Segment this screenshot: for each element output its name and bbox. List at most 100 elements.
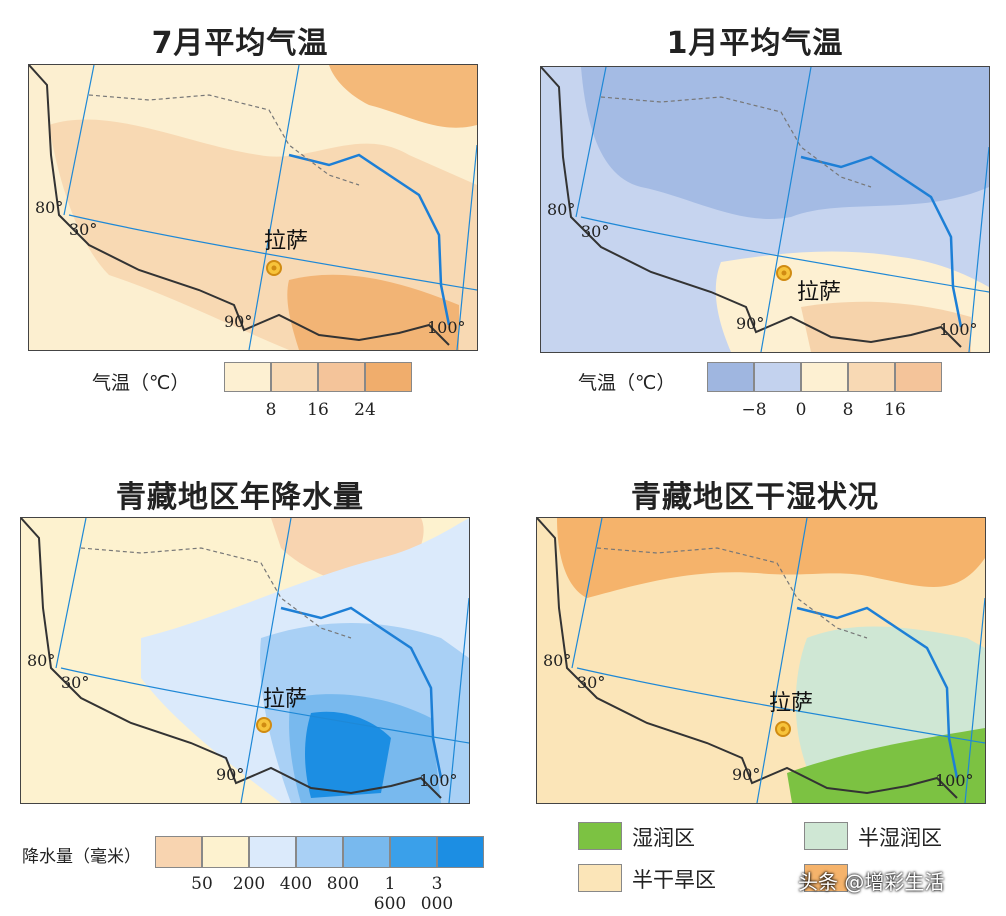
- meridian-90: [760, 67, 812, 352]
- meridian-80: [575, 67, 607, 218]
- lhasa-label: 拉萨: [769, 691, 813, 716]
- parallel-30: [580, 216, 989, 293]
- province-border: [596, 547, 868, 639]
- meridian-100: [448, 597, 469, 803]
- label-80: 80°: [27, 651, 55, 670]
- meridian-90: [240, 518, 292, 803]
- hot-zone-north: [329, 65, 477, 128]
- border-line: [537, 518, 958, 799]
- legend-swatch-2: [801, 362, 848, 392]
- map-dry-wet-status: 拉萨 80° 30° 90° 100°: [536, 517, 986, 804]
- legend-tick-0: 50: [191, 874, 213, 894]
- precip-3000-zone: [305, 711, 391, 798]
- meridian-80: [55, 518, 87, 669]
- map-july-temperature: 拉萨 80° 30° 90° 100°: [28, 64, 478, 351]
- province-border: [80, 547, 352, 639]
- legend-tick-3: 16: [884, 400, 906, 420]
- legend-swatch-1: [202, 836, 249, 868]
- semi-humid-zone: [795, 626, 985, 768]
- label-90: 90°: [736, 314, 764, 333]
- legend-label-humid: 湿润区: [632, 826, 695, 850]
- hot-zone-south: [287, 274, 459, 350]
- humid-zone: [787, 728, 985, 803]
- legend-precipitation-label: 降水量（毫米）: [22, 847, 141, 867]
- legend-swatch-1: [754, 362, 801, 392]
- meridian-80: [63, 65, 95, 216]
- parallel-30: [576, 667, 985, 744]
- river-line: [288, 153, 451, 326]
- legend-tick-4: 1 600: [373, 874, 407, 914]
- label-90: 90°: [732, 765, 760, 784]
- cold-zone: [581, 67, 989, 220]
- meridian-90: [248, 65, 300, 350]
- legend-tick-1: 16: [307, 400, 329, 420]
- legend-swatch-5: [390, 836, 437, 868]
- meridian-100: [964, 597, 985, 803]
- legend-swatch-3: [296, 836, 343, 868]
- label-80: 80°: [35, 198, 63, 217]
- label-80: 80°: [547, 200, 575, 219]
- legend-tick-2: 400: [279, 874, 313, 894]
- parallel-30: [60, 667, 469, 744]
- label-90: 90°: [224, 312, 252, 331]
- legend-tick-3: 800: [326, 874, 360, 894]
- label-100: 100°: [935, 771, 974, 790]
- legend-tick-5: 3 000: [420, 874, 454, 914]
- legend-swatch-4: [343, 836, 390, 868]
- lhasa-label: 拉萨: [263, 687, 307, 712]
- label-100: 100°: [419, 771, 458, 790]
- parallel-30: [68, 214, 477, 291]
- river-line: [800, 155, 963, 328]
- legend-swatch-3: [848, 362, 895, 392]
- watermark: 头条 @增彩生活: [798, 870, 945, 894]
- legend-tick-2: 8: [842, 400, 854, 420]
- map-annual-precipitation: 拉萨 80° 30° 90° 100°: [20, 517, 470, 804]
- legend-swatch-semi-arid: [578, 864, 622, 892]
- province-border: [600, 96, 872, 188]
- legend-swatch-2: [249, 836, 296, 868]
- title-july-temperature: 7月平均气温: [151, 26, 329, 61]
- map-january-temperature: 拉萨 80° 30° 90° 100°: [540, 66, 990, 353]
- meridian-100: [456, 144, 477, 350]
- label-90: 90°: [216, 765, 244, 784]
- river-line: [796, 606, 959, 779]
- legend-swatch-0: [224, 362, 271, 392]
- province-border: [88, 94, 360, 186]
- legend-label-semi-arid: 半干旱区: [632, 868, 716, 892]
- label-100: 100°: [427, 318, 466, 337]
- legend-swatch-6: [437, 836, 484, 868]
- meridian-80: [571, 518, 603, 669]
- legend-january-label: 气温（℃）: [578, 372, 676, 394]
- legend-swatch-0: [707, 362, 754, 392]
- lhasa-label: 拉萨: [797, 280, 841, 305]
- legend-tick-0: 8: [265, 400, 277, 420]
- legend-swatch-humid: [578, 822, 622, 850]
- border-line: [541, 67, 962, 348]
- meridian-100: [968, 146, 989, 352]
- title-dry-wet-status: 青藏地区干湿状况: [631, 480, 879, 515]
- legend-swatch-semi-humid: [804, 822, 848, 850]
- legend-july-label: 气温（℃）: [92, 372, 190, 394]
- legend-tick-2: 24: [354, 400, 376, 420]
- label-100: 100°: [939, 320, 978, 339]
- label-30: 30°: [577, 673, 605, 692]
- legend-tick-0: −8: [741, 400, 767, 420]
- label-30: 30°: [581, 222, 609, 241]
- lhasa-label: 拉萨: [264, 229, 308, 254]
- title-january-temperature: 1月平均气温: [666, 26, 844, 61]
- border-line: [21, 518, 442, 799]
- label-80: 80°: [543, 651, 571, 670]
- label-30: 30°: [69, 220, 97, 239]
- arid-zone-north: [557, 518, 985, 598]
- legend-swatch-0: [155, 836, 202, 868]
- title-annual-precipitation: 青藏地区年降水量: [116, 480, 364, 515]
- legend-swatch-2: [318, 362, 365, 392]
- meridian-90: [756, 518, 808, 803]
- legend-swatch-1: [271, 362, 318, 392]
- border-line: [29, 65, 450, 346]
- legend-swatch-4: [895, 362, 942, 392]
- legend-swatch-arid: [804, 864, 848, 892]
- river-line: [280, 606, 443, 779]
- legend-tick-1: 200: [232, 874, 266, 894]
- legend-label-semi-humid: 半湿润区: [858, 826, 942, 850]
